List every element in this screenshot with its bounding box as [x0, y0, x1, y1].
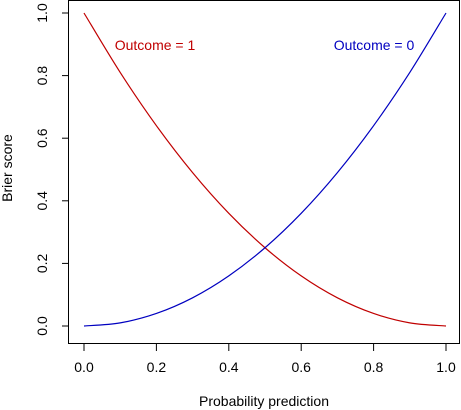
plot-frame: [68, 0, 460, 344]
series-labels: Outcome = 1 Outcome = 0: [115, 37, 415, 53]
y-tick-label: 0.6: [34, 128, 50, 148]
y-tick-label: 0.2: [34, 253, 50, 273]
y-tick-label: 0.8: [34, 66, 50, 86]
x-tick-label: 0.6: [291, 359, 311, 375]
x-axis-title: Probability prediction: [199, 393, 329, 409]
series-layer: [83, 12, 447, 327]
x-axis: 0.0 0.2 0.4 0.6 0.8 1.0: [74, 344, 456, 375]
y-axis: 0.0 0.2 0.4 0.6 0.8 1.0: [34, 3, 69, 336]
y-tick-label: 0.0: [34, 316, 50, 336]
x-tick-label: 0.2: [147, 359, 167, 375]
y-tick-label: 1.0: [34, 3, 50, 23]
x-tick-label: 0.4: [219, 359, 239, 375]
series-line-outcome-0: [83, 12, 447, 327]
series-label-outcome-1: Outcome = 1: [115, 37, 196, 53]
x-tick-label: 1.0: [436, 359, 456, 375]
y-tick-label: 0.4: [34, 191, 50, 211]
series-label-outcome-0: Outcome = 0: [334, 37, 415, 53]
y-axis-title: Brier score: [0, 134, 15, 202]
series-line-outcome-1: [83, 12, 447, 327]
x-tick-label: 0.0: [74, 359, 94, 375]
x-tick-label: 0.8: [364, 359, 384, 375]
